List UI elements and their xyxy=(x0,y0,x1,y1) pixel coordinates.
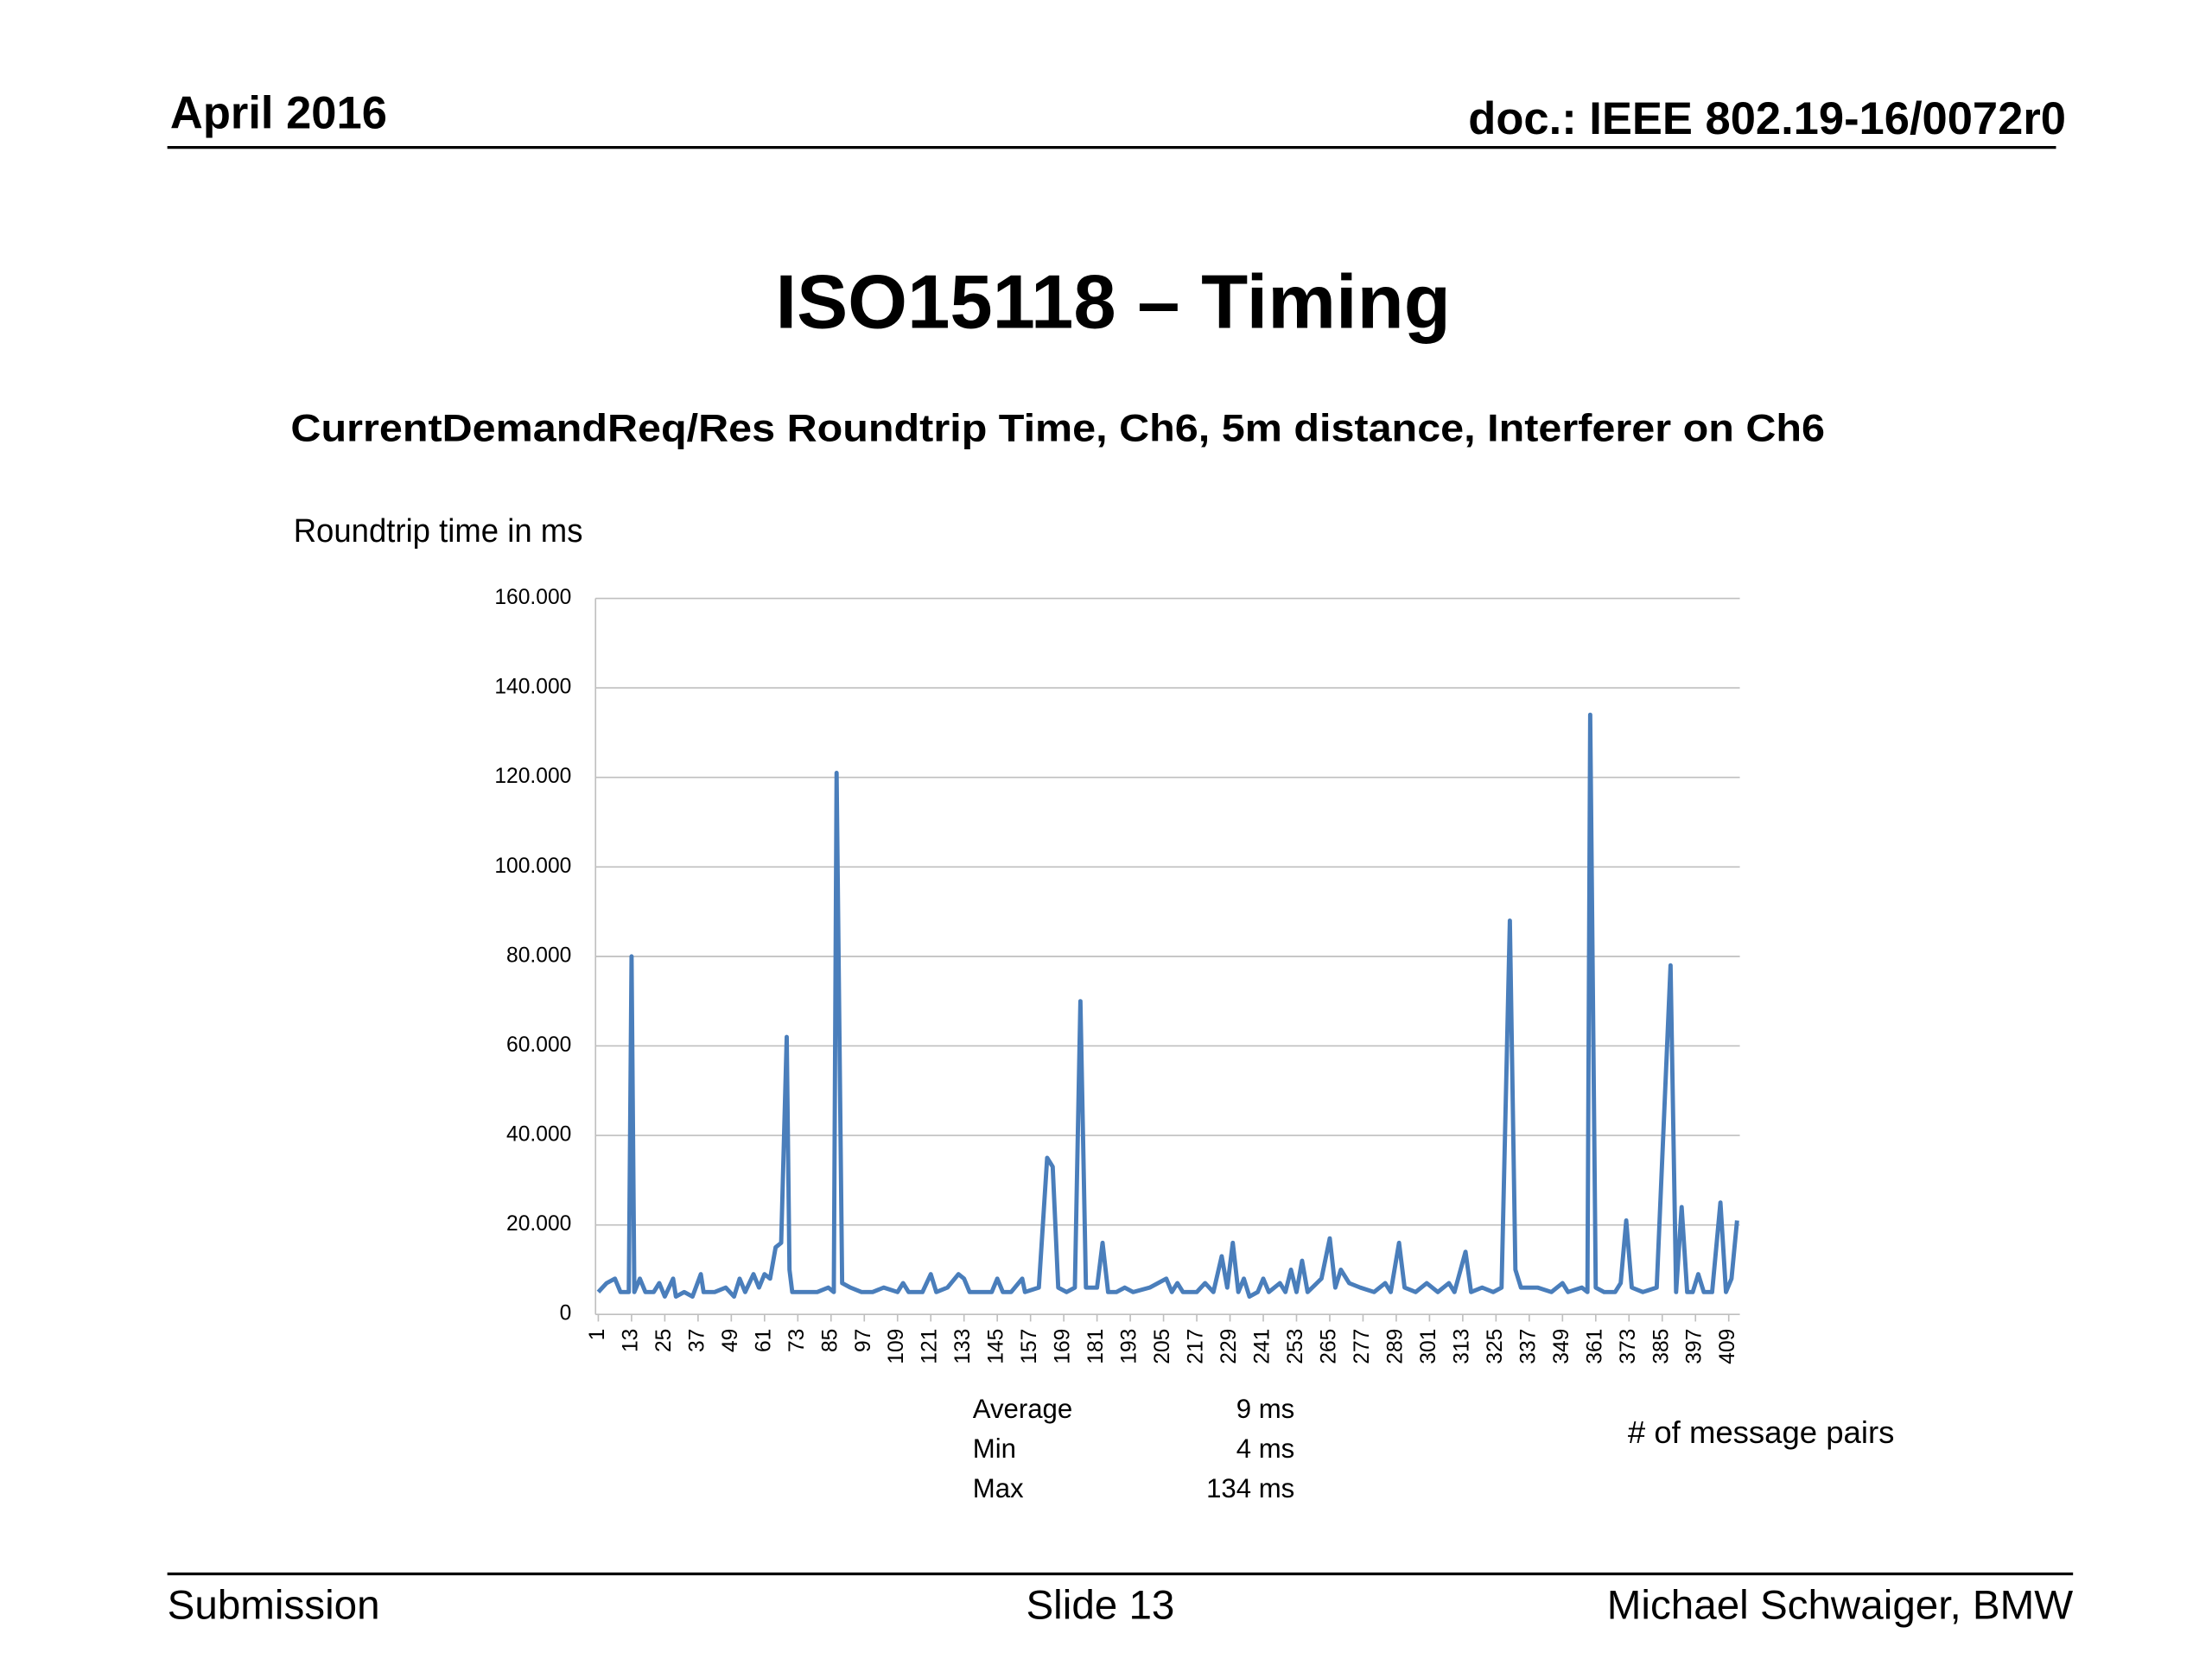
slide-title: ISO15118 – Timing xyxy=(775,259,1450,345)
stats-value: 134 ms xyxy=(1206,1473,1294,1503)
header-doc: doc.: IEEE 802.19-16/0072r0 xyxy=(1468,93,2066,144)
x-tick-label: 121 xyxy=(918,1329,942,1364)
x-tick-label: 145 xyxy=(985,1329,1008,1364)
x-axis-label: # of message pairs xyxy=(1628,1414,1895,1450)
y-tick-label: 60.000 xyxy=(506,1033,571,1057)
y-tick-label: 80.000 xyxy=(506,944,571,967)
y-tick-label: 140.000 xyxy=(494,676,571,699)
x-tick-label: 409 xyxy=(1716,1329,1739,1364)
x-tick-label: 313 xyxy=(1450,1329,1473,1364)
x-tick-label: 73 xyxy=(785,1329,809,1352)
x-tick-label: 133 xyxy=(951,1329,975,1364)
stats-label: Min xyxy=(973,1433,1016,1464)
x-tick-label: 13 xyxy=(619,1329,642,1352)
footer-right: Michael Schwaiger, BMW xyxy=(1607,1582,2073,1628)
y-tick-label: 120.000 xyxy=(494,765,571,788)
x-tick-label: 205 xyxy=(1151,1329,1174,1364)
x-tick-label: 277 xyxy=(1351,1329,1374,1364)
x-tick-label: 37 xyxy=(685,1329,709,1352)
header-date: April 2016 xyxy=(170,87,387,138)
x-tick-label: 337 xyxy=(1516,1329,1540,1364)
x-tick-label: 301 xyxy=(1417,1329,1440,1364)
x-tick-label: 1 xyxy=(586,1329,609,1341)
x-tick-label: 109 xyxy=(885,1329,908,1364)
stats-value: 9 ms xyxy=(1236,1394,1295,1424)
x-tick-label: 361 xyxy=(1583,1329,1606,1364)
x-tick-label: 325 xyxy=(1484,1329,1507,1364)
x-tick-label: 193 xyxy=(1118,1329,1141,1364)
x-tick-label: 241 xyxy=(1251,1329,1274,1364)
stats-value: 4 ms xyxy=(1236,1433,1295,1464)
x-tick-label: 229 xyxy=(1217,1329,1241,1364)
x-tick-label: 85 xyxy=(818,1329,842,1352)
y-tick-label: 100.000 xyxy=(494,855,571,878)
footer-center: Slide 13 xyxy=(1026,1582,1174,1628)
stats-label: Max xyxy=(973,1473,1024,1503)
y-axis-label: Roundtrip time in ms xyxy=(294,512,583,549)
y-tick-label: 40.000 xyxy=(506,1123,571,1147)
y-tick-label: 160.000 xyxy=(494,586,571,609)
x-tick-label: 349 xyxy=(1550,1329,1573,1364)
y-tick-label: 20.000 xyxy=(506,1212,571,1236)
stats-table: Average 9 ms Min 4 ms Max 134 ms xyxy=(973,1394,1295,1503)
x-tick-label: 181 xyxy=(1084,1329,1108,1364)
footer-left: Submission xyxy=(168,1582,380,1628)
x-tick-label: 373 xyxy=(1617,1329,1640,1364)
x-tick-label: 217 xyxy=(1185,1329,1208,1364)
x-tick-label: 97 xyxy=(852,1329,875,1352)
chart-subtitle: CurrentDemandReq/Res Roundtrip Time, Ch6… xyxy=(290,408,1825,450)
x-tick-label: 265 xyxy=(1317,1329,1340,1364)
x-tick-label: 157 xyxy=(1018,1329,1041,1364)
x-tick-label: 25 xyxy=(652,1329,676,1352)
x-tick-label: 169 xyxy=(1052,1329,1075,1364)
x-tick-label: 253 xyxy=(1284,1329,1307,1364)
data-line xyxy=(596,712,1739,1299)
x-tick-label: 61 xyxy=(752,1329,775,1352)
x-tick-label: 49 xyxy=(719,1329,742,1352)
x-tick-label: 397 xyxy=(1683,1329,1707,1364)
stats-label: Average xyxy=(973,1394,1072,1424)
y-tick-label: 0 xyxy=(560,1302,572,1325)
x-tick-label: 385 xyxy=(1649,1329,1673,1364)
x-tick-label: 289 xyxy=(1383,1329,1407,1364)
